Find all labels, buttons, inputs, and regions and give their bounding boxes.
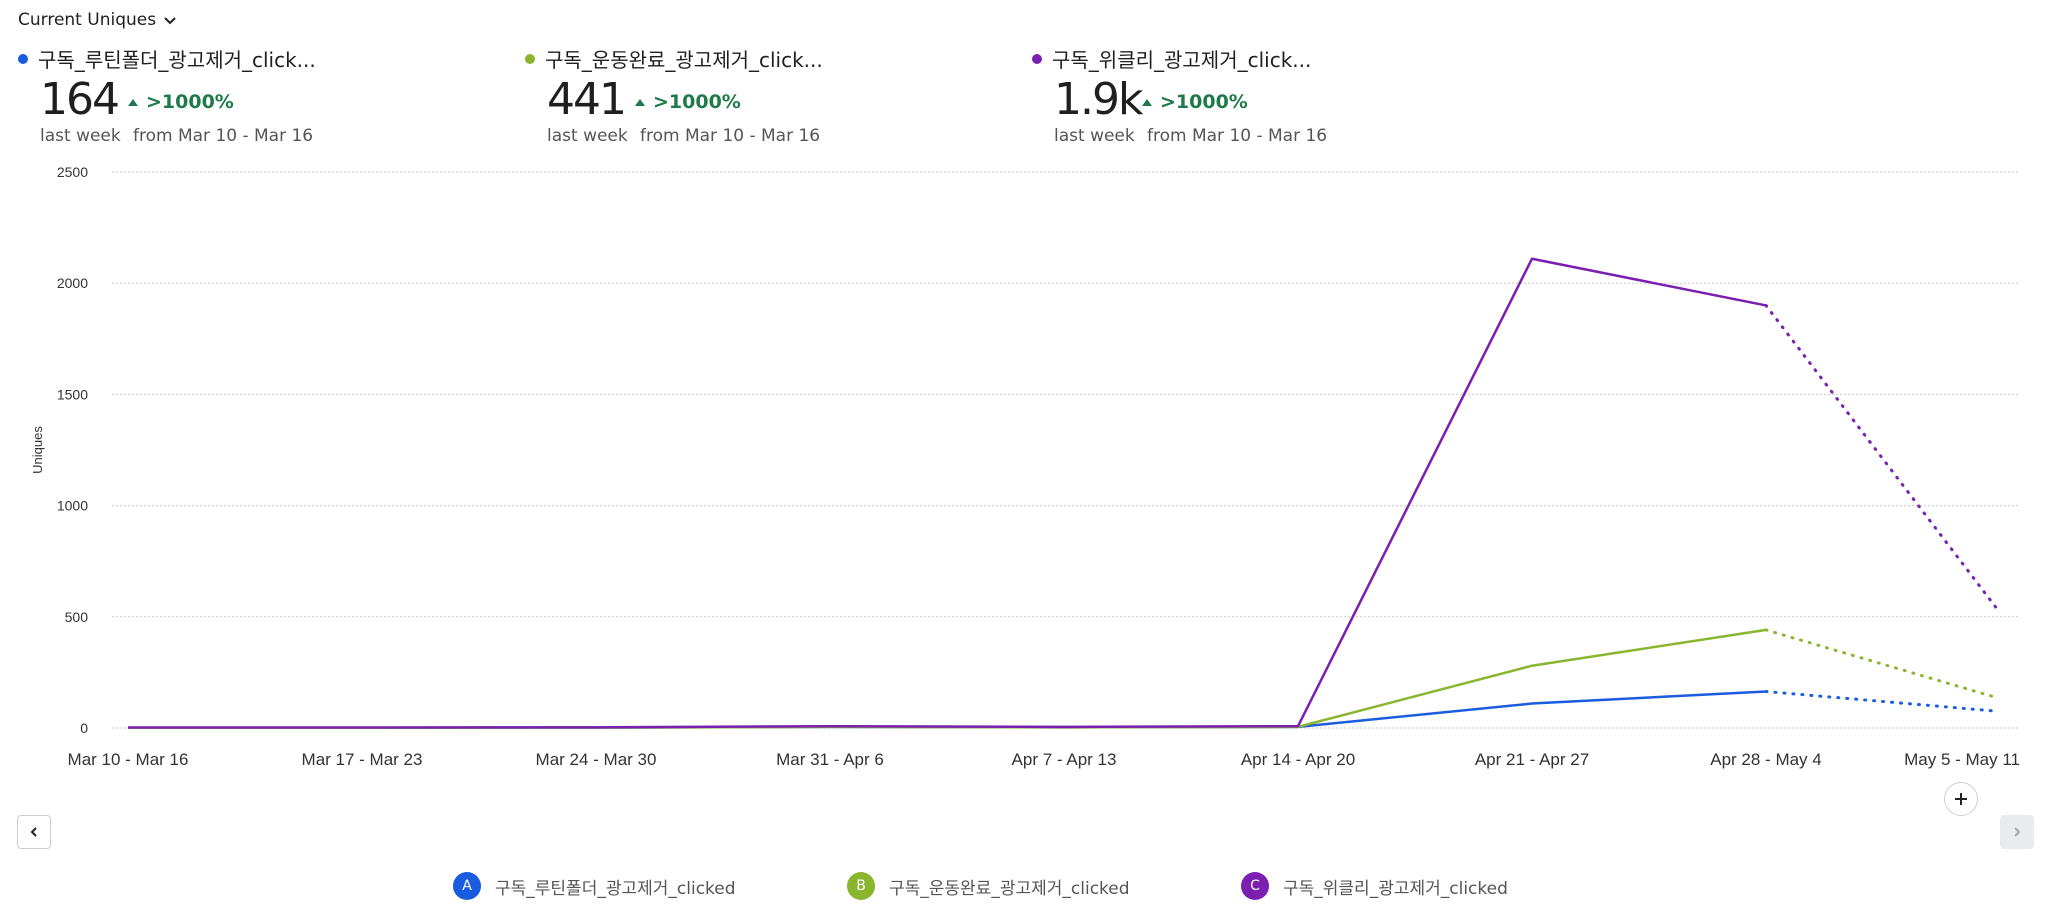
x-tick-label: Apr 21 - Apr 27 (1475, 750, 1589, 769)
legend-label: 구독_운동완료_광고제거_clicked (889, 878, 1130, 899)
stat-period: last week (547, 126, 628, 146)
series-line-solid (128, 628, 1767, 730)
arrow-up-icon (635, 98, 645, 106)
stat-series-name: 구독_위클리_광고제거_click... (1052, 48, 1312, 72)
stat-compare: from Mar 10 - Mar 16 (1147, 126, 1328, 146)
series-color-dot (18, 53, 28, 64)
x-tick-label: Mar 31 - Apr 6 (776, 750, 884, 769)
chevron-right-icon (2014, 827, 2021, 837)
legend-badge: C (1241, 872, 1269, 900)
y-tick-label: 1500 (57, 386, 88, 402)
y-tick-label: 2000 (57, 275, 88, 291)
previous-page-button[interactable] (17, 815, 51, 849)
stat-compare: from Mar 10 - Mar 16 (133, 126, 314, 146)
series-line-solid (128, 690, 1767, 730)
stat-value: 1.9k (1054, 74, 1143, 125)
stat-period: last week (40, 126, 121, 146)
series-line-incomplete (1764, 690, 2000, 713)
stat-compare: from Mar 10 - Mar 16 (640, 126, 821, 146)
x-tick-label: Apr 28 - May 4 (1710, 750, 1822, 769)
arrow-up-icon (128, 98, 138, 106)
y-axis-label: Uniques (30, 426, 45, 474)
stat-delta: >1000% (1160, 91, 1248, 113)
y-tick-label: 1000 (57, 498, 88, 514)
arrow-up-icon (1142, 98, 1152, 106)
legend-item-b[interactable]: B 구독_운동완료_광고제거_clicked (847, 872, 1130, 900)
add-annotation-button[interactable] (1944, 782, 1978, 816)
y-tick-label: 0 (80, 720, 88, 736)
series-line-incomplete (1764, 303, 2000, 612)
series-line-incomplete (1764, 628, 2000, 700)
stat-series-name: 구독_루틴폴더_광고제거_click... (38, 48, 316, 72)
legend-badge: B (847, 872, 875, 900)
x-tick-label: Apr 7 - Apr 13 (1012, 750, 1117, 769)
stat-period: last week (1054, 126, 1135, 146)
y-tick-label: 2500 (57, 164, 88, 180)
x-tick-label: Mar 17 - Mar 23 (302, 750, 423, 769)
stat-delta: >1000% (653, 91, 741, 113)
metric-dropdown[interactable]: Current Uniques (18, 10, 178, 30)
x-tick-label: May 5 - May 11 (1904, 750, 2020, 769)
legend-label: 구독_루틴폴더_광고제거_clicked (495, 878, 736, 899)
stat-delta: >1000% (146, 91, 234, 113)
chevron-down-icon (164, 17, 176, 25)
y-tick-label: 500 (65, 609, 89, 625)
legend-item-a[interactable]: A 구독_루틴폴더_광고제거_clicked (453, 872, 736, 900)
metric-dropdown-label: Current Uniques (18, 10, 157, 30)
plus-icon (1955, 793, 1967, 805)
x-tick-label: Mar 10 - Mar 16 (68, 750, 189, 769)
line-chart: 0 500 1000 1500 2000 2500 Uniques Mar 10 - Mar … (30, 164, 2020, 769)
stat-series-name: 구독_운동완료_광고제거_click... (545, 48, 823, 72)
chevron-left-icon (30, 827, 37, 837)
series-color-dot (525, 53, 535, 64)
stat-card-a[interactable]: 구독_루틴폴더_광고제거_click... 164 last week >100… (18, 44, 316, 146)
next-page-button[interactable] (2000, 815, 2034, 849)
stat-card-c[interactable]: 구독_위클리_광고제거_click... 1.9k last week >100… (1032, 44, 1327, 146)
x-tick-label: Mar 24 - Mar 30 (536, 750, 657, 769)
series-line-solid (128, 257, 1767, 729)
series-color-dot (1032, 53, 1042, 64)
stat-card-b[interactable]: 구독_운동완료_광고제거_click... 441 last week >100… (525, 44, 823, 146)
stat-value: 164 (40, 74, 120, 125)
x-tick-label: Apr 14 - Apr 20 (1241, 750, 1355, 769)
legend-item-c[interactable]: C 구독_위클리_광고제거_clicked (1241, 872, 1508, 900)
legend-badge: A (453, 872, 481, 900)
stat-value: 441 (547, 74, 627, 125)
legend-label: 구독_위클리_광고제거_clicked (1283, 878, 1508, 899)
